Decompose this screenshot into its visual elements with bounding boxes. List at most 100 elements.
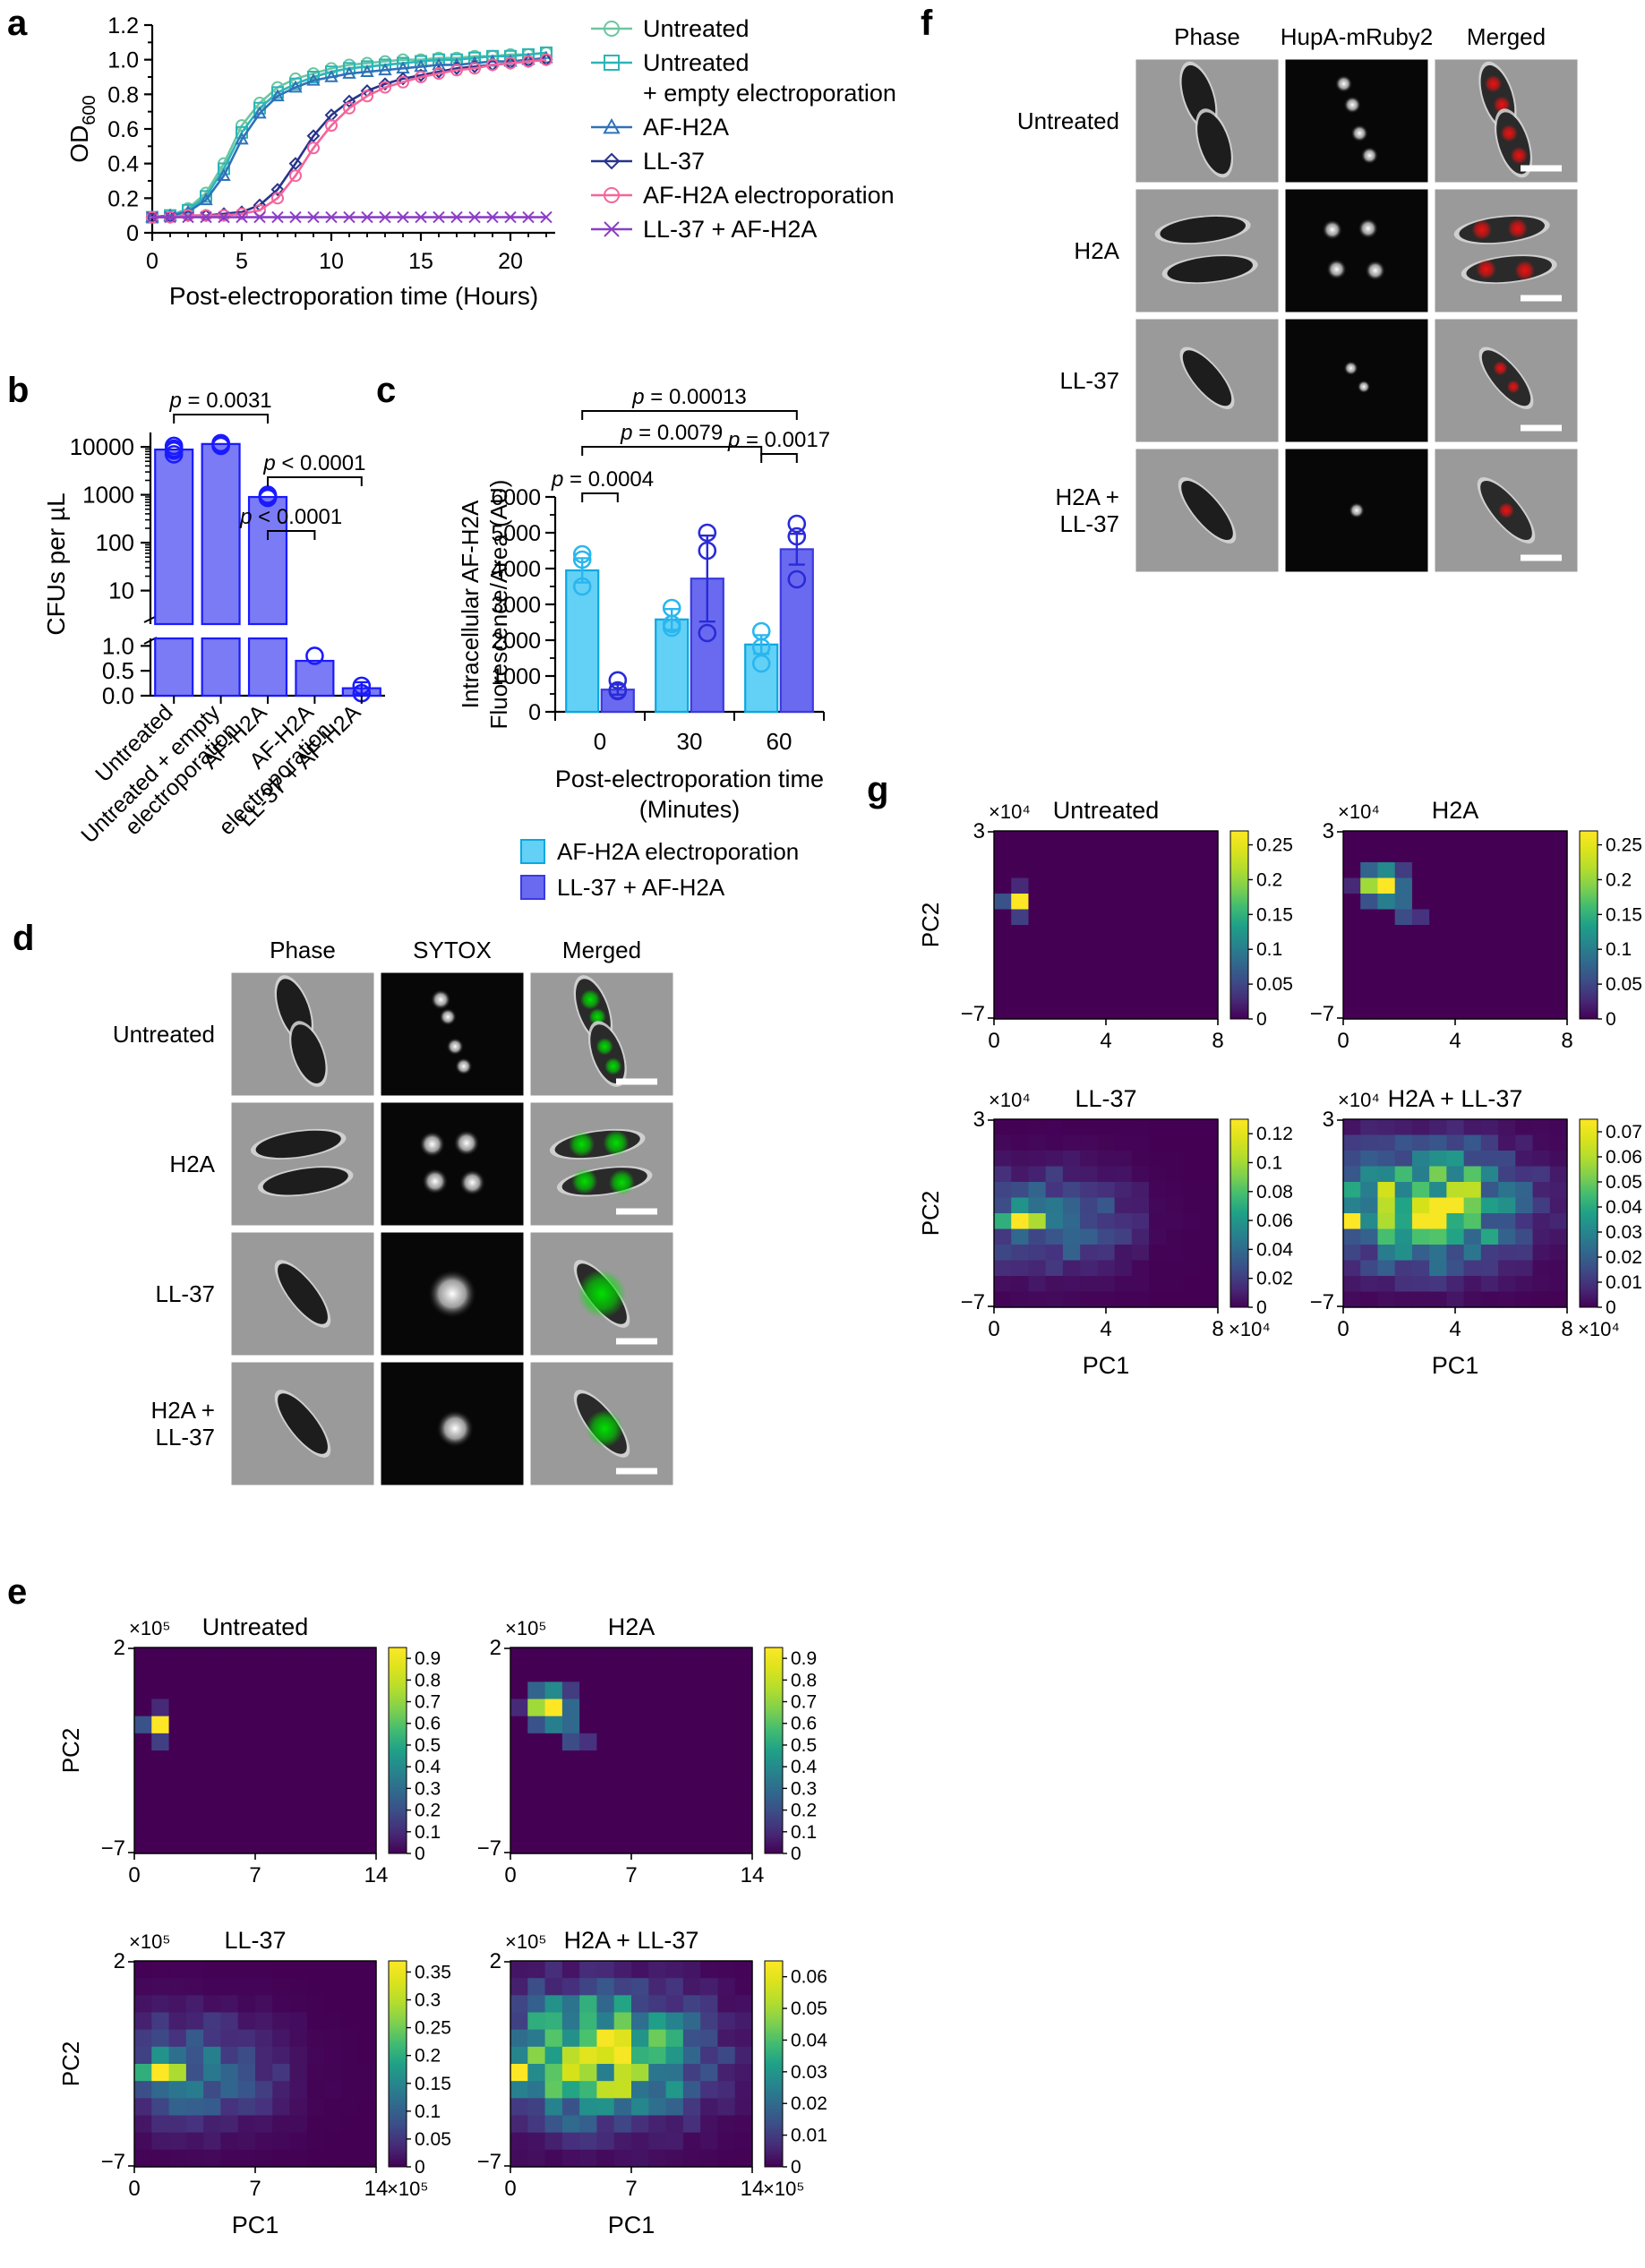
heatmap-cell (1446, 1134, 1465, 1151)
micrograph-cell (1434, 188, 1579, 313)
heatmap-cell (1080, 1134, 1098, 1151)
heatmap-cell (579, 1978, 598, 1996)
heatmap-cell (544, 2046, 563, 2065)
heatmap-cell (1394, 831, 1413, 848)
heatmap-cell (1200, 1134, 1219, 1151)
heatmap-cell (289, 1733, 308, 1751)
heatmap-cell (203, 1699, 222, 1717)
heatmap-cell (527, 2098, 546, 2117)
heatmap-cell (994, 1228, 1012, 1245)
heatmap-cell (1429, 940, 1447, 957)
heatmap-cell (1149, 1260, 1167, 1277)
heatmap-cell (1549, 1245, 1568, 1262)
heatmap-cell (1343, 940, 1361, 957)
heatmap-cell (237, 2132, 256, 2151)
heatmap-cell (1429, 1291, 1447, 1308)
heatmap-cell (324, 1733, 343, 1751)
heatmap-cell (1411, 940, 1430, 957)
heatmap-cell (1343, 1245, 1361, 1262)
heatmap-cell (358, 2115, 377, 2134)
heatmap-cell (682, 1836, 701, 1854)
heatmap-cell (1411, 925, 1430, 942)
heatmap-xtick: 0 (128, 2177, 140, 2201)
micrograph-cell (1135, 188, 1280, 313)
heatmap-cell (306, 1750, 325, 1768)
panel-a-xlabel: Post-electroporation time (Hours) (169, 282, 538, 310)
colorbar-tick: 0.3 (415, 1990, 441, 2011)
heatmap-cell (151, 2029, 170, 2048)
heatmap-cell (648, 1961, 667, 1979)
heatmap-cell (1532, 1119, 1551, 1136)
heatmap-cell (1549, 925, 1568, 942)
heatmap-cell (358, 1682, 377, 1700)
heatmap-cell (1131, 940, 1150, 957)
heatmap-cell (1446, 894, 1465, 911)
panel-b-pvalue: p < 0.0001 (239, 505, 342, 540)
heatmap-cell (203, 2098, 222, 2117)
heatmap-cell (1062, 1151, 1081, 1168)
heatmap-cell (544, 1978, 563, 1996)
heatmap-cell (1183, 1291, 1202, 1308)
heatmap-cell (289, 1682, 308, 1700)
colorbar-tick: 0.05 (1606, 1172, 1642, 1193)
heatmap-cell (1045, 1003, 1064, 1020)
heatmap-cell (1183, 1119, 1202, 1136)
colorbar-tick: 0.3 (415, 1778, 441, 1799)
heatmap-cell (1097, 988, 1116, 1005)
heatmap-cell (306, 1978, 325, 1996)
panel-a-legend-item: LL-37 + AF-H2A (591, 216, 817, 243)
heatmap-cell (1097, 909, 1116, 926)
colorbar-tick: 0.02 (791, 2093, 827, 2114)
heatmap-cell (1131, 1291, 1150, 1308)
heatmap-cell (648, 1733, 667, 1751)
heatmap-cell (1498, 1166, 1516, 1183)
heatmap-cell (682, 1750, 701, 1768)
heatmap-cell (665, 2115, 684, 2134)
heatmap-cell (994, 940, 1012, 957)
heatmap-cell (1515, 831, 1534, 848)
heatmap-cell (1045, 940, 1064, 957)
heatmap-cell (272, 1665, 291, 1682)
heatmap-cell (358, 2029, 377, 2048)
heatmap-cell (1166, 1245, 1185, 1262)
heatmap-cell (1097, 1228, 1116, 1245)
heatmap-cell (134, 1648, 152, 1665)
heatmap-cell (596, 1978, 615, 1996)
heatmap-cell (1463, 909, 1482, 926)
heatmap-cell (324, 1995, 343, 2014)
heatmap-cell (1062, 971, 1081, 989)
heatmap-cell (306, 1995, 325, 2014)
heatmap-cell (220, 1716, 239, 1734)
heatmap-cell (1045, 1182, 1064, 1199)
heatmap-xtick: 8 (1212, 1029, 1223, 1053)
heatmap-cell (1343, 846, 1361, 863)
heatmap-cell (1377, 988, 1396, 1005)
heatmap-cell (1446, 1213, 1465, 1230)
heatmap-cell (255, 2046, 273, 2065)
heatmap-cell (1360, 846, 1379, 863)
heatmap-cell (1011, 1228, 1030, 1245)
heatmap-y-exponent: ×10⁵ (505, 1617, 546, 1639)
heatmap-cell (134, 1699, 152, 1717)
colorbar-tick: 0.1 (1256, 1152, 1282, 1173)
heatmap-cell (1446, 831, 1465, 848)
heatmap-cell (700, 2115, 719, 2134)
heatmap-cell (220, 1961, 239, 1979)
heatmap-cell (255, 1802, 273, 1820)
heatmap-cell (1028, 846, 1047, 863)
heatmap-cell (237, 1750, 256, 1768)
heatmap-cell (596, 1961, 615, 1979)
micrograph-cell (529, 1231, 674, 1357)
heatmap-cell (1166, 846, 1185, 863)
heatmap-cell (1114, 988, 1133, 1005)
heatmap-cell (203, 2029, 222, 2048)
heatmap-cell (1062, 1245, 1081, 1262)
heatmap-cell (631, 1699, 649, 1717)
heatmap-ytick: −7 (101, 1836, 125, 1861)
heatmap-cell (1360, 1151, 1379, 1168)
heatmap-cell (324, 1665, 343, 1682)
heatmap-cell (1114, 862, 1133, 879)
heatmap-cell (1343, 831, 1361, 848)
heatmap-cell (527, 1978, 546, 1996)
